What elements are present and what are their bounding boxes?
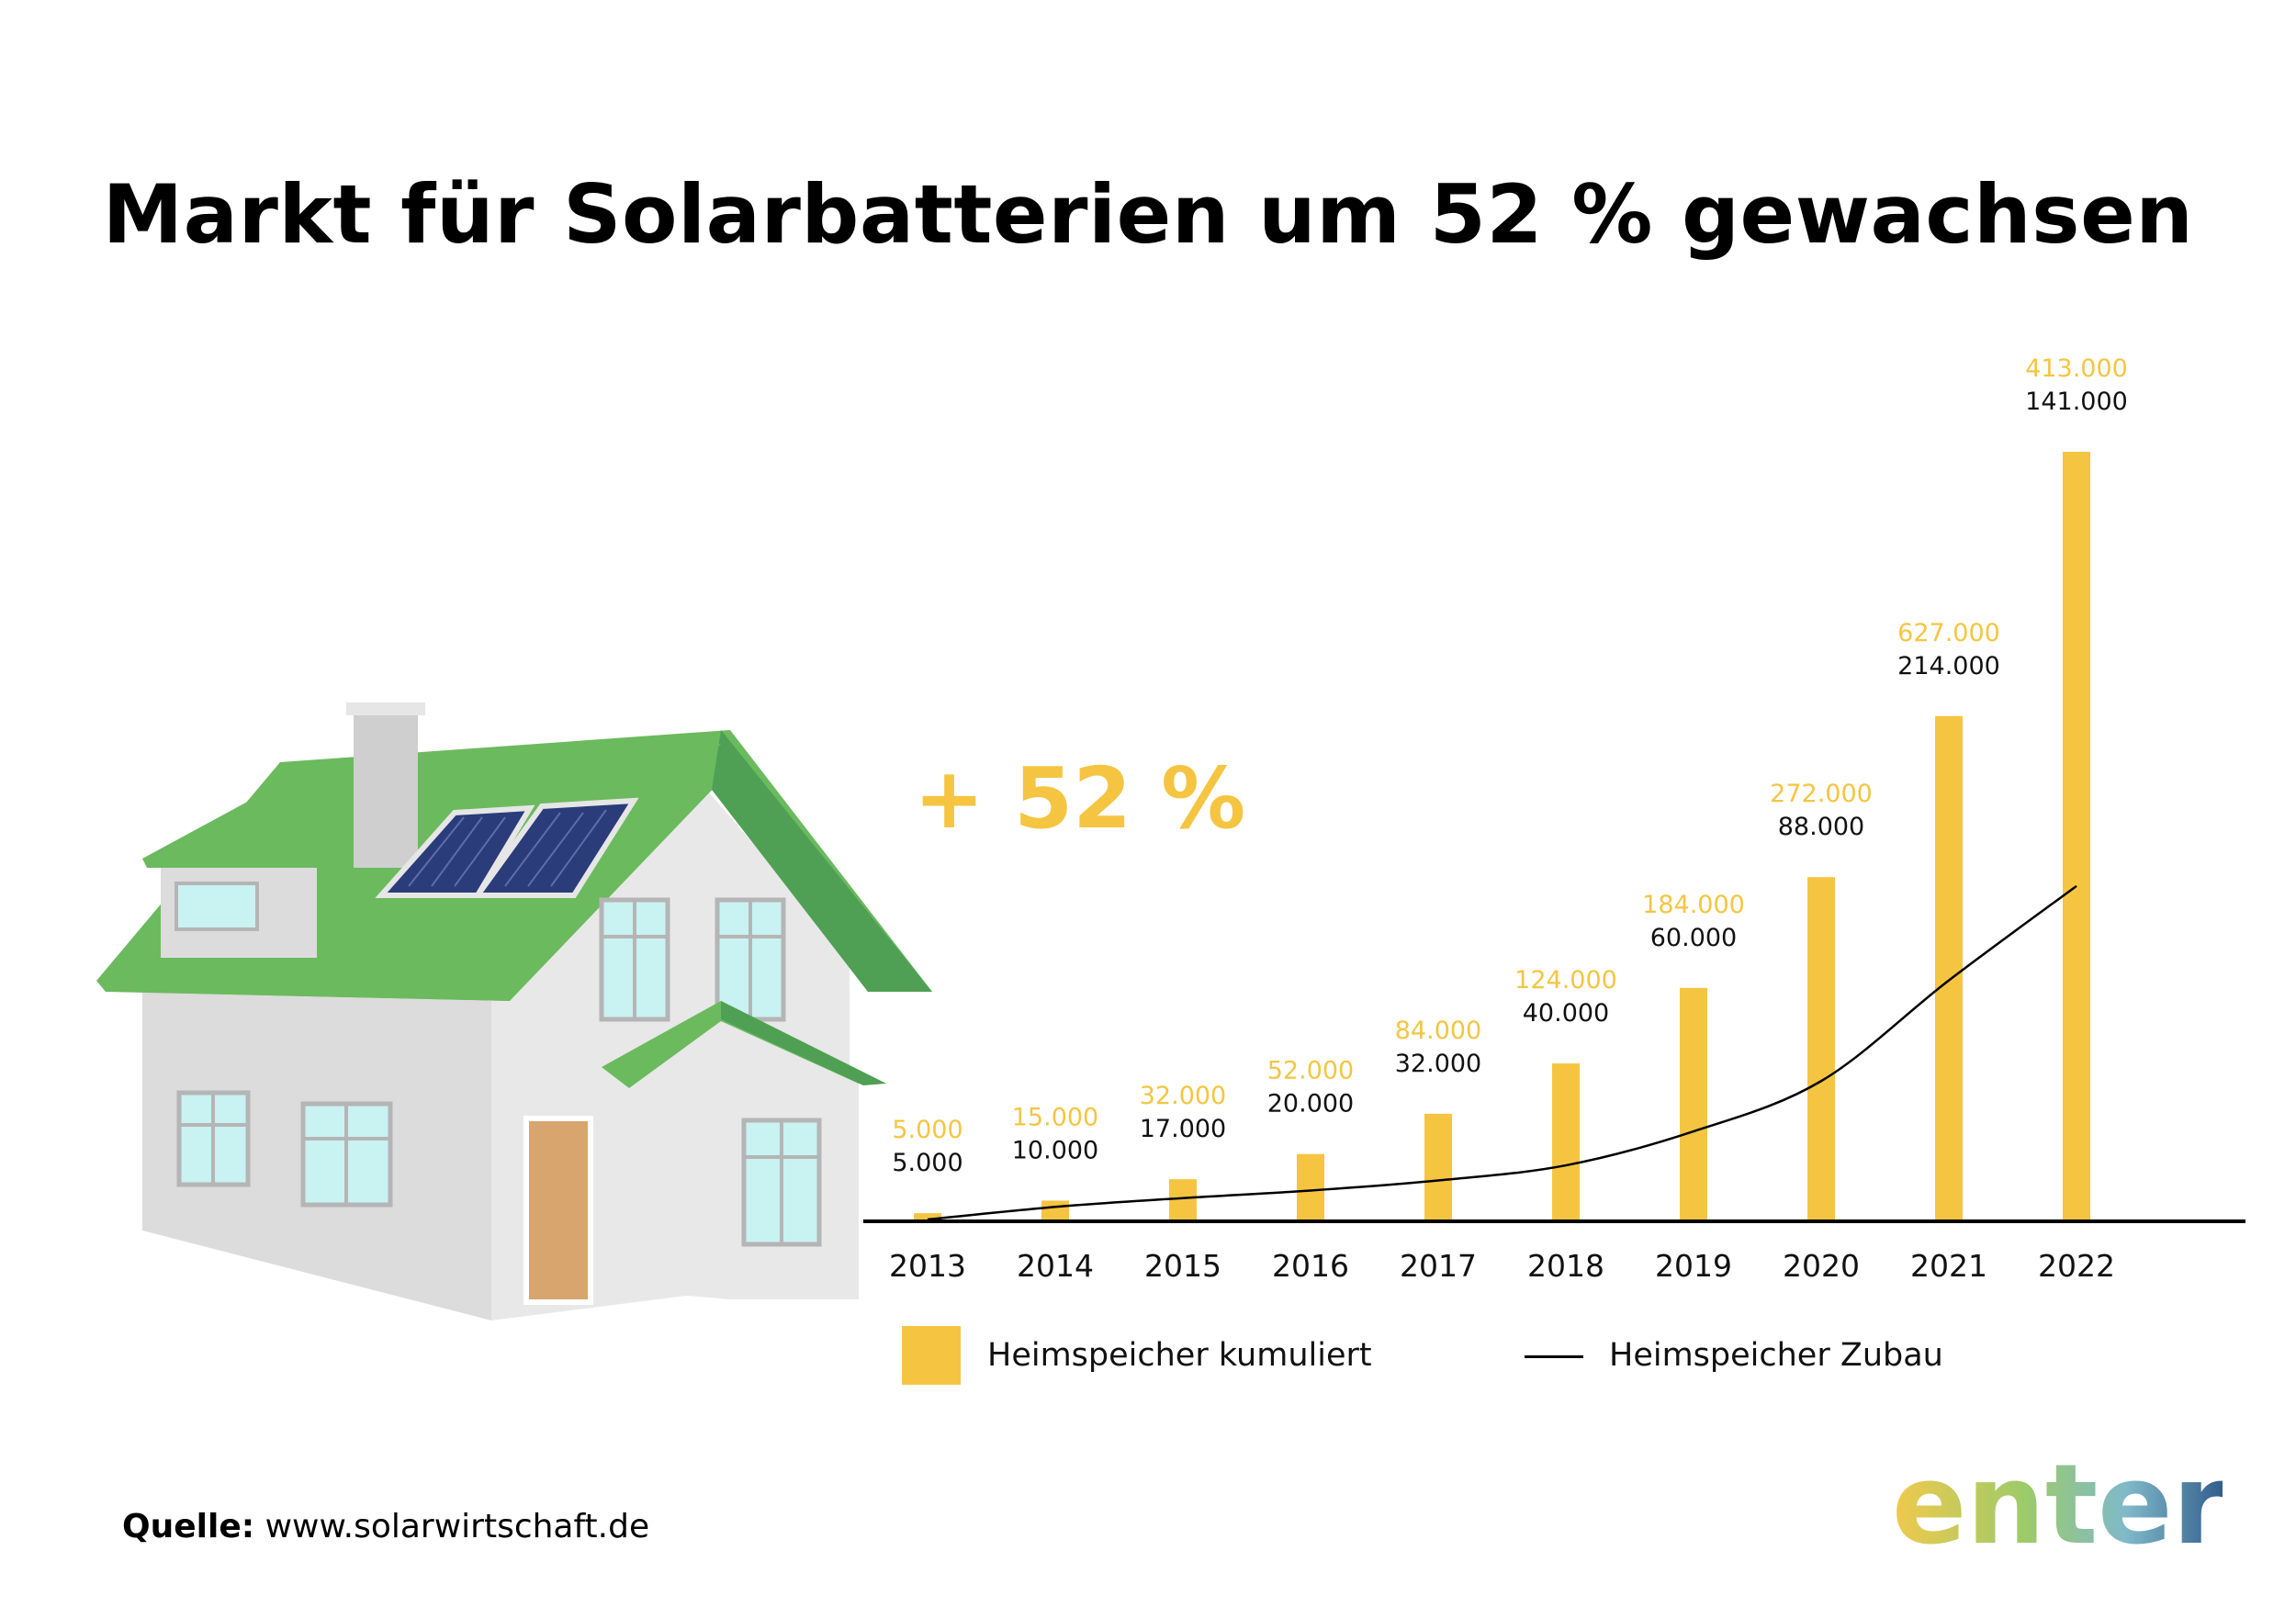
bar-2021: [1935, 715, 1963, 1219]
line-label-2018: 40.000: [1523, 999, 1609, 1028]
x-tick-labels: 2013 2014 2015 2016 2017 2018 2019 2020 2021 2022: [889, 1248, 2115, 1284]
source-url: www.solarwirtschaft.de: [264, 1508, 650, 1545]
bar-label-2016: 52.000: [1267, 1057, 1354, 1085]
bar-label-2018: 124.000: [1514, 966, 1617, 995]
x-tick-2019: 2019: [1655, 1248, 1732, 1284]
legend-label-zubau: Heimspeicher Zubau: [1609, 1337, 1943, 1374]
house-door: [523, 1116, 593, 1305]
bar-2014: [1041, 1200, 1069, 1219]
line-heimspeicher-zubau: [927, 884, 2077, 1221]
house-roof-side: [712, 730, 932, 992]
growth-badge: + 52 %: [914, 749, 1246, 848]
legend-swatch-kumuliert: [902, 1326, 961, 1385]
source-credit: Quelle: www.solarwirtschaft.de: [122, 1508, 649, 1545]
x-tick-2015: 2015: [1144, 1248, 1221, 1284]
house-chimney-top: [346, 702, 425, 715]
bar-2017: [1424, 1113, 1452, 1219]
bar-2020: [1807, 877, 1835, 1219]
line-label-2015: 17.000: [1140, 1115, 1226, 1143]
x-tick-2014: 2014: [1017, 1248, 1094, 1284]
bar-2018: [1552, 1063, 1580, 1219]
bar-label-2019: 184.000: [1642, 891, 1745, 919]
line-label-2017: 32.000: [1395, 1050, 1481, 1078]
house-porch-roof-side: [721, 1001, 886, 1085]
bar-label-2013: 5.000: [892, 1116, 962, 1144]
bars-layer: [914, 452, 2090, 1219]
bar-2016: [1297, 1153, 1324, 1219]
x-tick-2013: 2013: [889, 1248, 966, 1284]
line-label-2016: 20.000: [1267, 1090, 1354, 1118]
x-tick-2020: 2020: [1783, 1248, 1860, 1284]
line-label-2022: 141.000: [2025, 388, 2128, 416]
line-label-2021: 214.000: [1897, 652, 2000, 680]
bar-label-2015: 32.000: [1140, 1082, 1226, 1110]
house-illustration: [96, 702, 932, 1320]
bar-label-2017: 84.000: [1395, 1017, 1481, 1045]
line-label-2014: 10.000: [1012, 1136, 1098, 1164]
x-tick-2016: 2016: [1272, 1248, 1349, 1284]
chart-title: Markt für Solarbatterien um 52 % gewachs…: [102, 167, 2194, 262]
x-tick-2017: 2017: [1400, 1248, 1477, 1284]
labels-layer: 5.000 5.000 15.000 10.000 32.000 17.000 52.000…: [892, 354, 2127, 1177]
legend-swatch-zubau: [1525, 1355, 1583, 1358]
x-tick-2018: 2018: [1527, 1248, 1604, 1284]
bar-2022: [2063, 452, 2090, 1219]
bar-label-2020: 272.000: [1770, 780, 1873, 808]
line-label-2020: 88.000: [1778, 813, 1864, 841]
house-dormer-window: [174, 882, 259, 931]
bar-label-2022: 413.000: [2025, 354, 2128, 383]
line-label-2013: 5.000: [892, 1149, 962, 1177]
bar-label-2021: 627.000: [1897, 619, 2000, 647]
house-dormer-roof: [142, 799, 326, 868]
x-tick-2022: 2022: [2038, 1248, 2115, 1284]
bar-label-2014: 15.000: [1012, 1103, 1098, 1131]
enter-logo: enter: [1892, 1455, 2223, 1566]
source-label: Quelle:: [122, 1508, 255, 1545]
solar-panels: [375, 797, 639, 898]
house-chimney: [354, 712, 418, 868]
line-label-2019: 60.000: [1650, 924, 1737, 952]
logo-text: enter: [1892, 1455, 2223, 1566]
bar-2013: [914, 1213, 941, 1219]
x-tick-2021: 2021: [1910, 1248, 1987, 1284]
legend-label-kumuliert: Heimspeicher kumuliert: [987, 1337, 1372, 1374]
bar-2019: [1680, 987, 1707, 1219]
